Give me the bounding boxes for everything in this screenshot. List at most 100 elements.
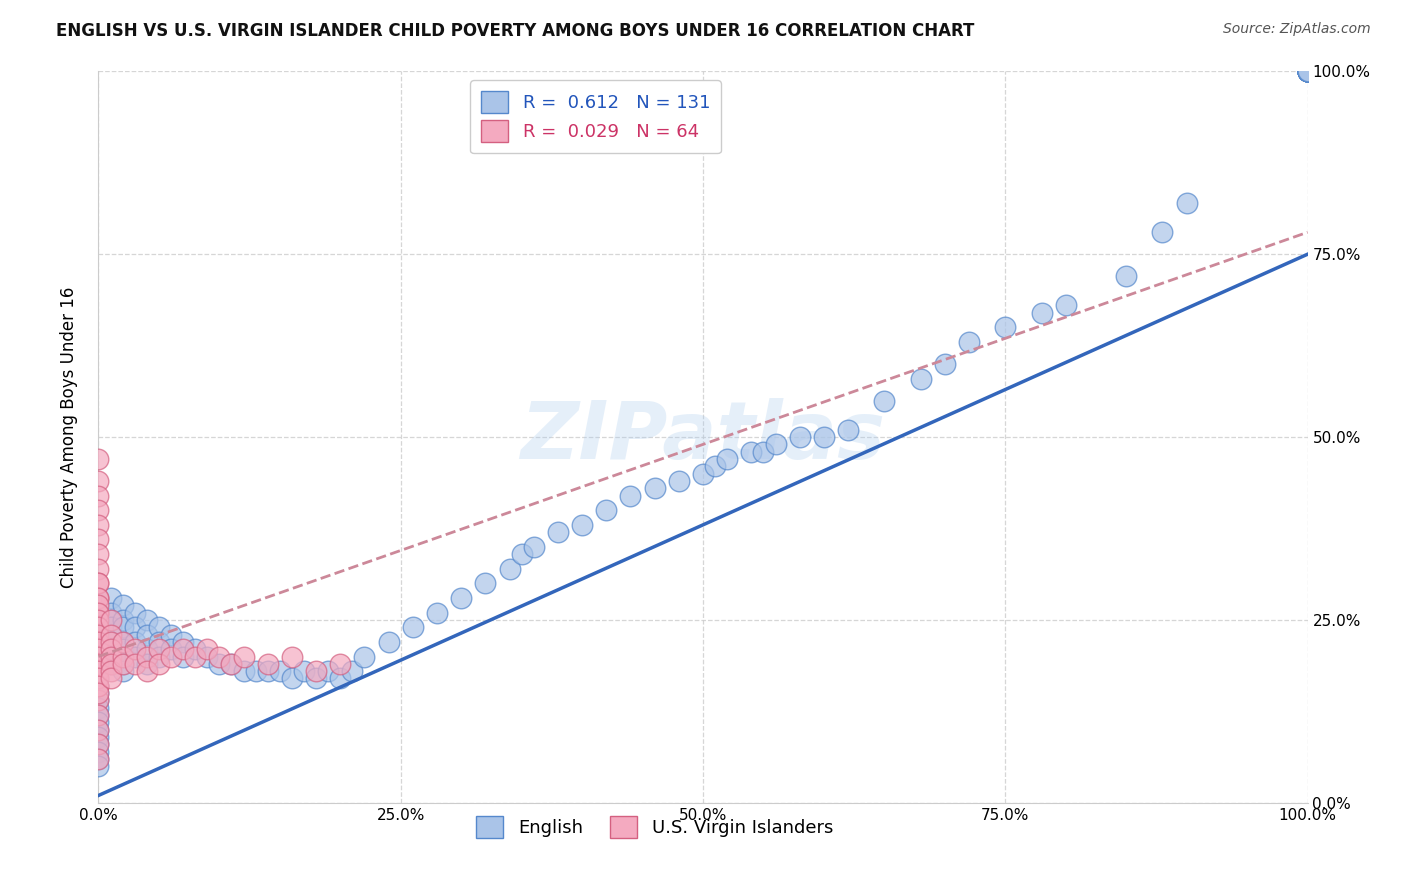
- Point: [87, 649, 110, 664]
- Point: [87, 664, 110, 678]
- Point: [837, 423, 859, 437]
- Point: [957, 334, 980, 349]
- Point: [789, 430, 811, 444]
- Point: [1175, 196, 1198, 211]
- Point: [100, 627, 122, 641]
- Point: [208, 657, 231, 671]
- Point: [87, 452, 110, 467]
- Point: [87, 672, 110, 686]
- Point: [87, 489, 110, 503]
- Point: [1296, 64, 1319, 78]
- Point: [87, 752, 110, 766]
- Point: [87, 649, 110, 664]
- Point: [87, 627, 110, 641]
- Point: [1296, 64, 1319, 78]
- Point: [1296, 64, 1319, 78]
- Point: [172, 642, 194, 657]
- Point: [148, 657, 170, 671]
- Point: [111, 649, 134, 664]
- Point: [87, 503, 110, 517]
- Point: [87, 693, 110, 707]
- Point: [87, 649, 110, 664]
- Point: [1296, 64, 1319, 78]
- Point: [208, 649, 231, 664]
- Point: [510, 547, 533, 561]
- Point: [160, 642, 183, 657]
- Point: [100, 672, 122, 686]
- Point: [124, 620, 146, 634]
- Point: [256, 657, 278, 671]
- Point: [692, 467, 714, 481]
- Point: [1296, 64, 1319, 78]
- Point: [111, 613, 134, 627]
- Point: [571, 517, 593, 532]
- Point: [160, 627, 183, 641]
- Point: [1296, 64, 1319, 78]
- Point: [873, 393, 896, 408]
- Text: ZIPatlas: ZIPatlas: [520, 398, 886, 476]
- Point: [124, 657, 146, 671]
- Point: [100, 649, 122, 664]
- Point: [644, 481, 666, 495]
- Point: [668, 474, 690, 488]
- Point: [100, 664, 122, 678]
- Point: [1296, 64, 1319, 78]
- Point: [1296, 64, 1319, 78]
- Point: [135, 657, 157, 671]
- Point: [232, 649, 254, 664]
- Point: [1296, 64, 1319, 78]
- Point: [87, 620, 110, 634]
- Point: [124, 649, 146, 664]
- Point: [934, 357, 956, 371]
- Legend: English, U.S. Virgin Islanders: English, U.S. Virgin Islanders: [470, 808, 841, 845]
- Text: ENGLISH VS U.S. VIRGIN ISLANDER CHILD POVERTY AMONG BOYS UNDER 16 CORRELATION CH: ENGLISH VS U.S. VIRGIN ISLANDER CHILD PO…: [56, 22, 974, 40]
- Point: [87, 635, 110, 649]
- Point: [994, 320, 1017, 334]
- Point: [1054, 298, 1077, 312]
- Point: [87, 723, 110, 737]
- Point: [87, 679, 110, 693]
- Point: [100, 613, 122, 627]
- Point: [329, 672, 352, 686]
- Point: [281, 649, 304, 664]
- Point: [87, 576, 110, 591]
- Point: [135, 613, 157, 627]
- Point: [87, 664, 110, 678]
- Point: [100, 635, 122, 649]
- Point: [148, 620, 170, 634]
- Point: [342, 664, 364, 678]
- Point: [100, 657, 122, 671]
- Point: [100, 606, 122, 620]
- Point: [1296, 64, 1319, 78]
- Point: [111, 642, 134, 657]
- Point: [595, 503, 617, 517]
- Point: [1296, 64, 1319, 78]
- Point: [1296, 64, 1319, 78]
- Point: [87, 686, 110, 700]
- Point: [813, 430, 835, 444]
- Point: [111, 599, 134, 613]
- Point: [1296, 64, 1319, 78]
- Point: [184, 649, 207, 664]
- Point: [160, 649, 183, 664]
- Point: [87, 657, 110, 671]
- Point: [148, 649, 170, 664]
- Point: [87, 686, 110, 700]
- Point: [124, 642, 146, 657]
- Point: [111, 657, 134, 671]
- Point: [740, 444, 762, 458]
- Point: [1296, 64, 1319, 78]
- Point: [124, 606, 146, 620]
- Point: [377, 635, 399, 649]
- Point: [87, 693, 110, 707]
- Point: [87, 708, 110, 723]
- Point: [1296, 64, 1319, 78]
- Point: [316, 664, 339, 678]
- Point: [87, 723, 110, 737]
- Point: [195, 649, 218, 664]
- Point: [1152, 225, 1174, 239]
- Point: [752, 444, 775, 458]
- Point: [1296, 64, 1319, 78]
- Point: [87, 620, 110, 634]
- Point: [1031, 306, 1053, 320]
